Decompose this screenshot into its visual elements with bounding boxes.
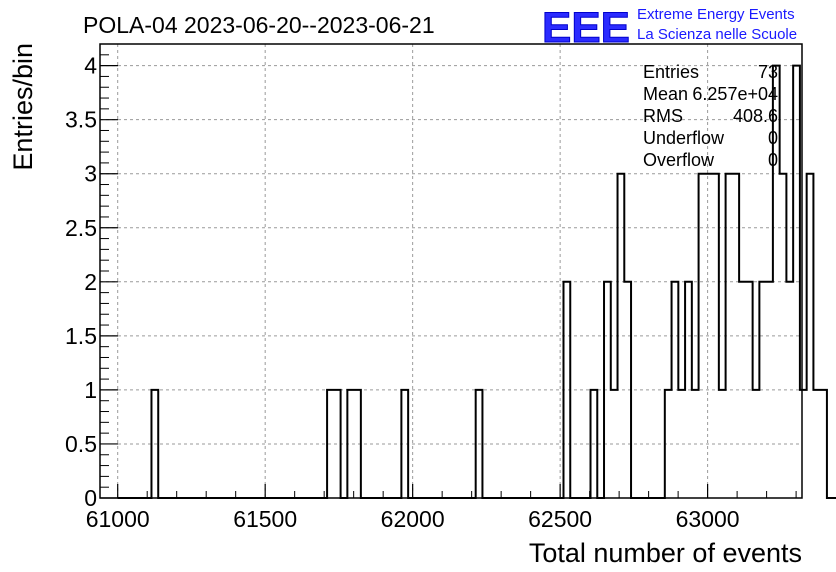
eee-logo: EEE Extreme Energy Events La Scienza nel… [542,4,798,53]
axes: 0 0.5 1 1.5 2 2.5 3 3.5 4 61000 61500 62000 62500 630… [65,43,797,532]
y-tick-label: 0 [84,485,97,511]
x-tick-label: 61500 [233,506,297,532]
histogram-outline [117,64,836,499]
y-tick-label: 2 [84,269,97,295]
y-tick-label: 2.5 [65,215,97,241]
y-tick-label: 0.5 [65,431,97,457]
stats-value: 0 [768,150,778,170]
stats-label: Overflow [643,150,715,170]
y-axis-label: Entries/bin [8,43,38,171]
x-tick-label: 62000 [381,506,445,532]
grid-lines [100,44,802,498]
x-tick-label: 61000 [86,506,150,532]
x-tick-label: 63000 [676,506,740,532]
logo-word: EEE [542,4,630,52]
stats-box: Entries 73 Mean 6.257e+04 RMS 408.6 Underflow 0… [643,62,778,170]
stats-value: 408.6 [733,106,778,126]
logo-line-1: Extreme Energy Events [637,6,795,23]
y-tick-label: 1 [84,377,97,403]
y-tick-label: 4 [84,53,97,79]
logo-line-2: La Scienza nelle Scuole [637,26,797,43]
stats-value: 73 [758,62,778,82]
x-axis-label: Total number of events [529,538,802,568]
stats-label: Mean [643,84,688,104]
stats-value: 6.257e+04 [692,84,778,104]
stats-value: 0 [768,128,778,148]
plot-frame [99,43,803,499]
stats-label: Entries [643,62,699,82]
y-tick-label: 3 [84,161,97,187]
stats-label: Underflow [643,128,725,148]
y-tick-label: 3.5 [65,107,97,133]
stats-label: RMS [643,106,683,126]
chart-title: POLA-04 2023-06-20--2023-06-21 [83,12,435,38]
y-tick-label: 1.5 [65,323,97,349]
x-tick-label: 62500 [528,506,592,532]
